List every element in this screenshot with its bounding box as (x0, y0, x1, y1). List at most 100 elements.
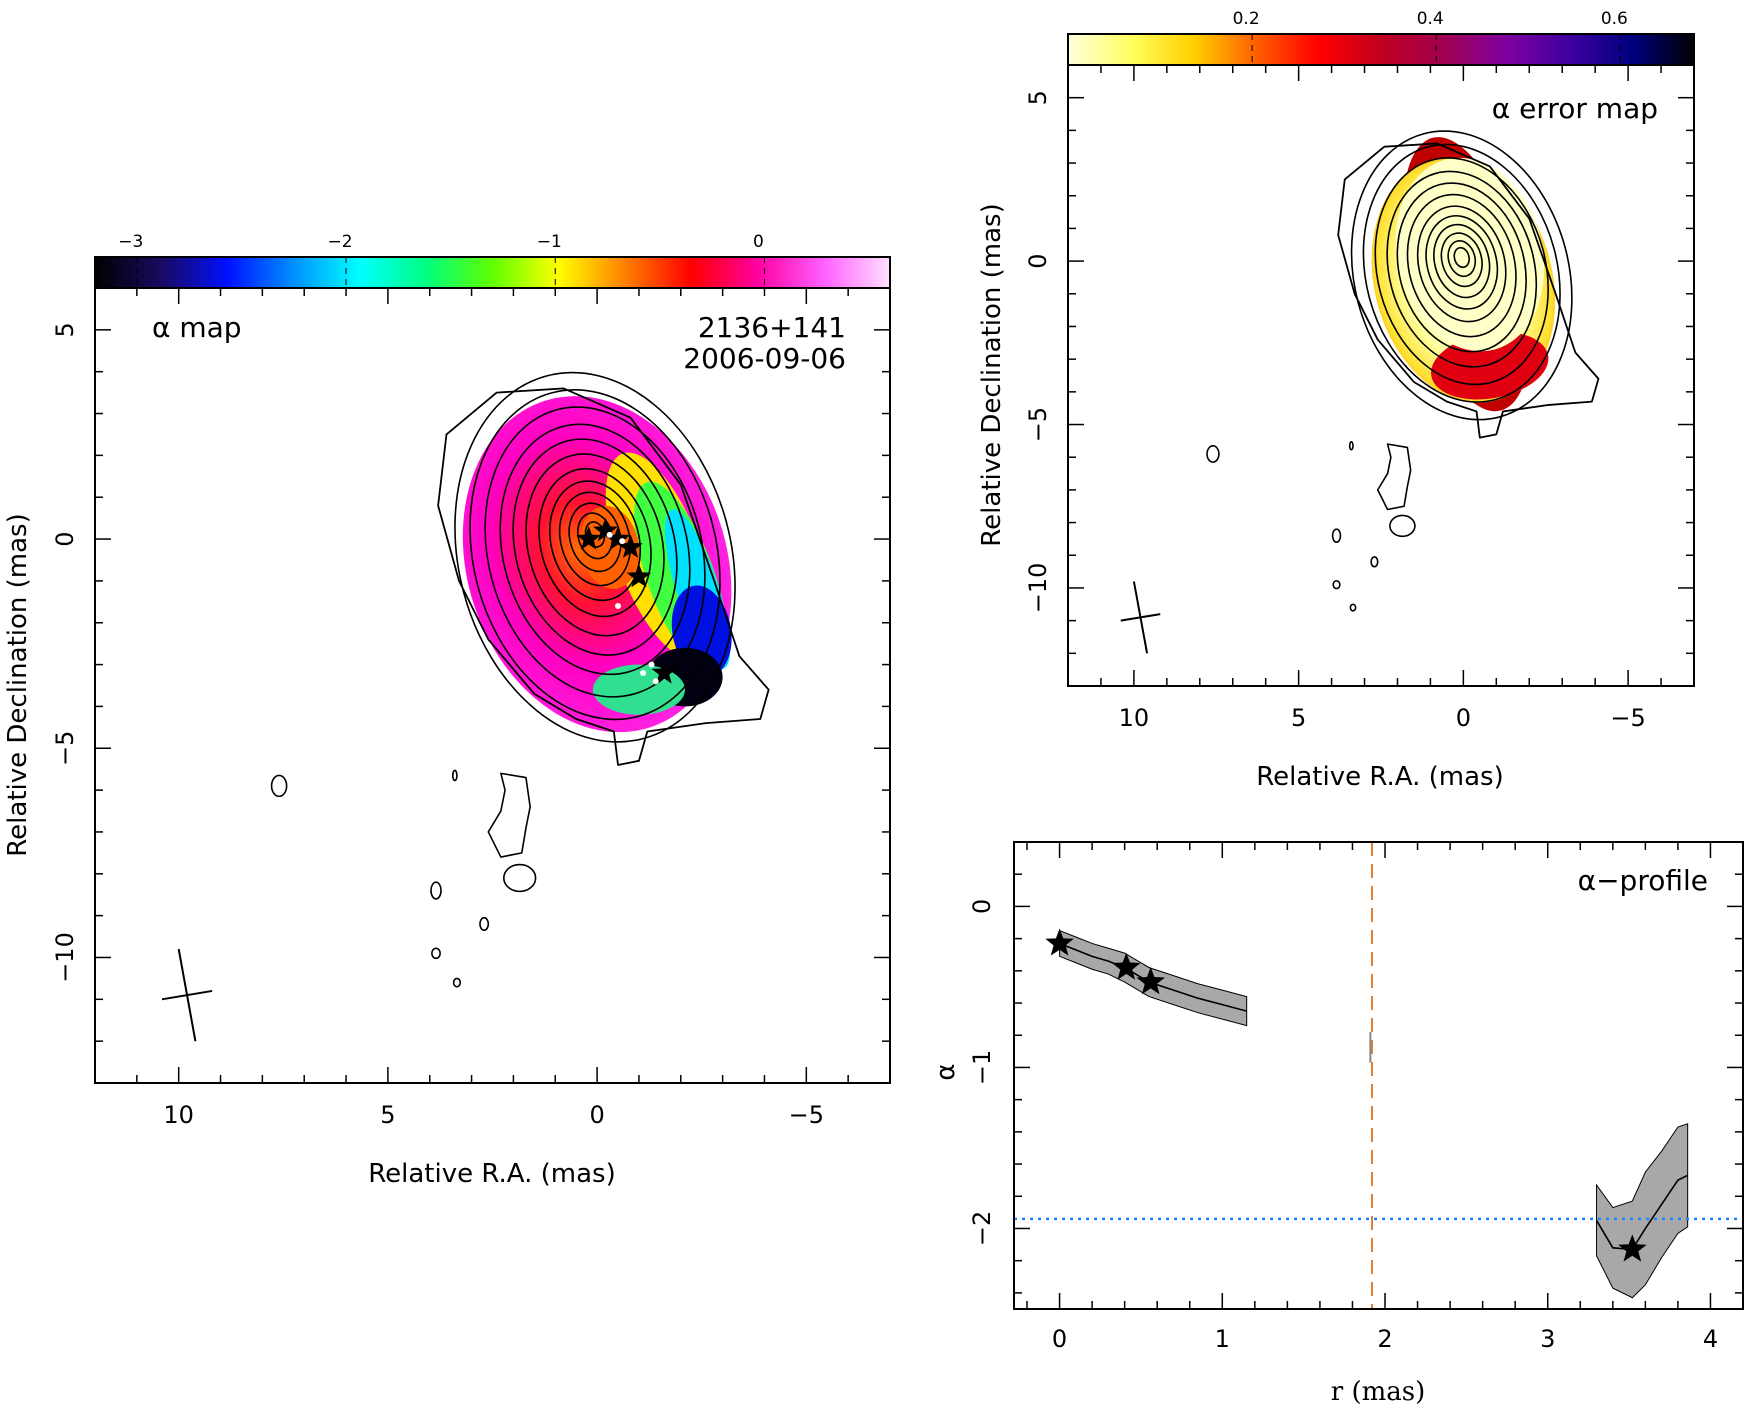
x-tick-label: 5 (1291, 704, 1306, 732)
alpha-map-star (605, 526, 631, 550)
beam-minor-axis (1120, 613, 1161, 622)
isolated-contour (1376, 443, 1412, 511)
alpha-map-axis-ticks: 10 5 0 −5 5 0 −5 −10 (51, 287, 891, 1129)
alpha-error-panel: 0.2 0.4 0.6 10 5 0 −5 5 0 −5 −10 α error map Rela… (977, 9, 1695, 792)
contour-level (512, 438, 678, 656)
alpha-error-frame (1067, 64, 1695, 687)
contour-level (558, 491, 632, 587)
alpha-profile-axis-ticks: 0 1 2 3 4 0 −1 −2 (968, 841, 1743, 1353)
x-tick-label: 3 (1540, 1325, 1555, 1353)
colorbar-tick-label: 0.2 (1233, 9, 1260, 29)
colorbar-tick-label: −1 (537, 232, 562, 252)
y-tick-label: −10 (51, 932, 79, 983)
y-tick-label: −2 (968, 1211, 996, 1246)
contour-level (1440, 232, 1483, 288)
isolated-contour (1370, 556, 1379, 568)
alpha-map-panel: −3 −2 −1 0 10 5 0 −550−5−10 α map 2136+141 200… (3, 232, 891, 1189)
contour-level (1386, 170, 1538, 368)
alpha-map-white-dot (619, 538, 626, 545)
x-tick-label: −5 (789, 1101, 824, 1129)
contour-level (1425, 214, 1499, 310)
alpha-map-label: α map (152, 311, 242, 344)
alpha-profile-ylabel: α (931, 1063, 961, 1080)
alpha-error-colorbar-ticks: 0.2 0.4 0.6 (1233, 9, 1628, 65)
contour-level (1433, 223, 1491, 299)
alpha-profile-stars (1045, 928, 1647, 1262)
contour-level (1416, 205, 1507, 323)
contour-level (1447, 239, 1477, 278)
alpha-error-image (1371, 137, 1556, 412)
x-tick-label: 2 (1377, 1325, 1392, 1353)
alpha-error-contours (1120, 130, 1600, 654)
error-core-region (1395, 157, 1545, 352)
profile-series-line (1595, 1174, 1689, 1251)
alpha-map-star (626, 563, 652, 588)
alpha-map-star (618, 534, 643, 558)
y-tick-label: 0 (51, 531, 79, 546)
y-tick-label: 5 (51, 322, 79, 337)
contour-level (499, 423, 691, 676)
alpha-map-xlabel: Relative R.A. (mas) (368, 1159, 615, 1189)
y-tick-label: −10 (1024, 563, 1052, 614)
isolated-contour (1349, 603, 1357, 612)
profile-star (1618, 1234, 1647, 1262)
isolated-contour (430, 881, 442, 900)
alpha-map-contours (161, 371, 770, 1042)
alpha-error-label: α error map (1492, 92, 1658, 125)
alpha-map-white-dot (640, 669, 647, 676)
x-tick-label: −5 (1610, 704, 1645, 732)
alpha-map-white-dot (652, 678, 659, 685)
alpha-profile-xlabel: r (mas) (1331, 1377, 1425, 1407)
colorbar-tick-label: −2 (328, 232, 353, 252)
contour-level (1362, 143, 1561, 403)
alpha-map-star (576, 526, 602, 550)
alpha-map-date: 2006-09-06 (683, 342, 846, 375)
alpha-map-colorbar (94, 256, 891, 289)
contour-level (548, 480, 642, 602)
contour-level (1406, 193, 1517, 338)
alpha-map-stars (576, 517, 677, 685)
alpha-profile-panel: 0 1 2 3 4 0 −1 −2 α−profile r (mas) α (931, 841, 1744, 1407)
contour-level (538, 467, 652, 618)
isolated-contour (451, 769, 458, 782)
isolated-contour (479, 916, 490, 932)
isolated-contour (270, 774, 288, 798)
contour-level (454, 371, 736, 743)
colorbar-tick-label: 0.4 (1417, 9, 1444, 29)
alpha-error-axis-ticks: 10 5 0 −5 5 0 −5 −10 (1024, 64, 1695, 732)
contour-level (469, 389, 721, 721)
beam-minor-axis (161, 989, 213, 1001)
alpha-profile-frame (1013, 841, 1744, 1310)
alpha-map-source: 2136+141 (698, 311, 846, 344)
x-tick-label: 0 (589, 1101, 604, 1129)
contour-level (1453, 246, 1470, 269)
x-tick-label: 1 (1215, 1325, 1230, 1353)
x-tick-label: 0 (1052, 1325, 1067, 1353)
colorbar-tick-label: −3 (118, 232, 143, 252)
isolated-contour (1332, 579, 1341, 590)
isolated-contour (431, 947, 441, 960)
alpha-map-white-dot (648, 661, 655, 668)
alpha-map-frame (94, 287, 891, 1084)
alpha-profile-lines (1014, 842, 1743, 1309)
alpha-map-white-dot (606, 531, 613, 538)
isolated-contour (487, 772, 531, 858)
profile-star (1045, 928, 1074, 956)
alpha-map-white-dot (615, 603, 622, 609)
contour-level (1374, 157, 1549, 386)
isolated-contour (1206, 444, 1220, 463)
isolated-contour (1389, 514, 1416, 538)
y-tick-label: 0 (1024, 253, 1052, 268)
isolated-contour (502, 863, 537, 893)
x-tick-label: 5 (380, 1101, 395, 1129)
outer-contour (1337, 142, 1600, 439)
x-tick-label: 4 (1703, 1325, 1718, 1353)
contour-level (1350, 130, 1573, 421)
alpha-map-star (651, 659, 677, 684)
colorbar-tick-label: 0 (753, 232, 764, 252)
isolated-contour (452, 977, 462, 988)
isolated-contour (1348, 441, 1354, 451)
contour-level (525, 453, 665, 637)
profile-error-band (1596, 1123, 1689, 1299)
